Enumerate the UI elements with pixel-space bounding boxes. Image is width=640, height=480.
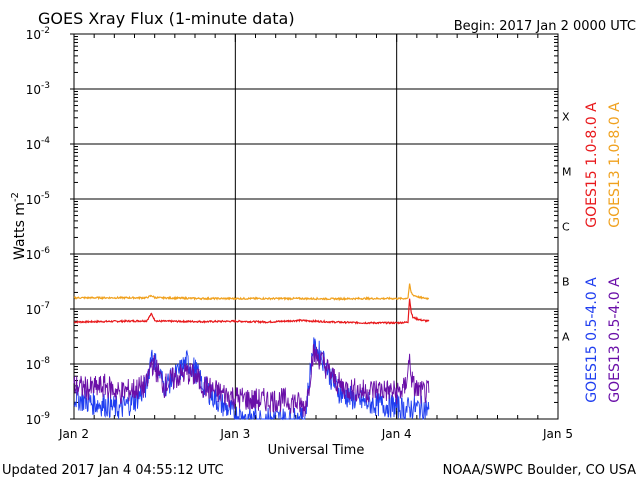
flare-class-label: M xyxy=(562,166,572,179)
y-tick-label: 10-6 xyxy=(26,246,51,262)
svg-text:Watts m-2: Watts m-2 xyxy=(10,192,28,260)
credit-label: NOAA/SWPC Boulder, CO USA xyxy=(443,463,636,478)
series-line xyxy=(73,283,430,302)
chart-title: GOES Xray Flux (1-minute data) xyxy=(38,9,295,28)
flare-class-labels: X M C B A xyxy=(562,111,572,344)
y-tick-label: 10-9 xyxy=(26,411,51,427)
series-line xyxy=(73,298,430,325)
flare-class-label: B xyxy=(562,276,570,289)
flare-class-label: C xyxy=(562,221,570,234)
series-lines xyxy=(73,283,430,421)
flare-class-label: A xyxy=(562,331,570,344)
x-tick-label: Jan 2 xyxy=(58,427,89,441)
y-axis-label: Watts m-2 xyxy=(10,192,28,260)
y-axis-label-exp: -2 xyxy=(10,192,21,202)
x-tick-labels: Jan 2 Jan 3 Jan 4 Jan 5 xyxy=(58,427,573,441)
legend: GOES15 1.0-8.0 A GOES13 1.0-8.0 A GOES15 0… xyxy=(584,102,623,403)
y-tick-label: 10-2 xyxy=(26,26,50,42)
begin-label: Begin: 2017 Jan 2 0000 UTC xyxy=(454,19,636,34)
legend-entry: GOES13 1.0-8.0 A xyxy=(607,102,623,228)
series-line xyxy=(73,343,430,418)
x-tick-label: Jan 4 xyxy=(381,427,412,441)
x-axis-label: Universal Time xyxy=(268,443,365,458)
x-tick-label: Jan 3 xyxy=(219,427,250,441)
legend-entry: GOES15 1.0-8.0 A xyxy=(584,102,600,228)
legend-entry: GOES15 0.5-4.0 A xyxy=(584,277,600,403)
y-tick-label: 10-4 xyxy=(26,136,51,152)
y-tick-label: 10-8 xyxy=(26,356,51,372)
x-tick-label: Jan 5 xyxy=(542,427,573,441)
y-tick-label: 10-7 xyxy=(26,301,50,317)
y-tick-label: 10-3 xyxy=(26,81,50,97)
y-axis-label-base: Watts m xyxy=(12,202,28,260)
legend-entry: GOES13 0.5-4.0 A xyxy=(607,277,623,403)
flare-class-label: X xyxy=(562,111,570,124)
y-tick-labels: 10-2 10-3 10-4 10-5 10-6 10-7 10-8 10-9 xyxy=(26,26,51,427)
updated-timestamp: Updated 2017 Jan 4 04:55:12 UTC xyxy=(2,463,224,478)
y-tick-label: 10-5 xyxy=(26,191,50,207)
